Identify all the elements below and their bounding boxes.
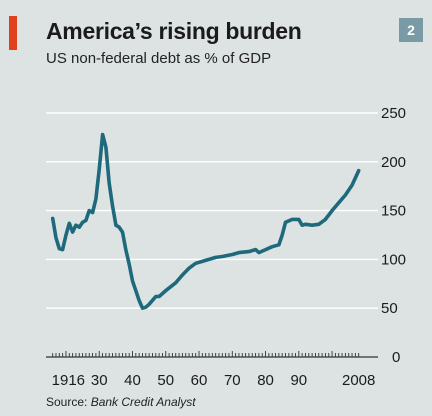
x-tick-label-80: 80 [257, 372, 274, 389]
source-note: Source: Bank Credit Analyst [46, 395, 196, 409]
gridlines [46, 112, 378, 309]
y-tick-label-200: 200 [381, 154, 406, 171]
y-axis-tick-labels: 50 100 150 200 250 0 [381, 105, 406, 366]
x-tick-label-30: 30 [91, 372, 108, 389]
x-axis-tick-labels: 1916 30 40 50 60 70 80 90 2008 [52, 372, 376, 389]
y-tick-label-0: 0 [392, 349, 400, 366]
x-tick-label-40: 40 [124, 372, 141, 389]
y-tick-label-50: 50 [381, 300, 398, 317]
x-tick-label-90: 90 [290, 372, 307, 389]
x-tick-label-50: 50 [157, 372, 174, 389]
x-tick-label-60: 60 [191, 372, 208, 389]
y-tick-label-150: 150 [381, 203, 406, 220]
y-tick-label-250: 250 [381, 105, 406, 122]
chart-title: America’s rising burden [46, 18, 302, 44]
series-line-layer [50, 132, 361, 311]
x-tick-label-1916: 1916 [52, 372, 85, 389]
x-tick-label-70: 70 [224, 372, 241, 389]
accent-bar [9, 16, 17, 50]
x-tick-label-2008: 2008 [342, 372, 375, 389]
chart-number-badge: 2 [399, 18, 423, 42]
x-axis-minor-ticks [52, 351, 360, 357]
series-line-0 [50, 132, 361, 311]
source-value: Bank Credit Analyst [90, 395, 196, 409]
y-tick-label-100: 100 [381, 251, 406, 268]
source-label: Source: [46, 395, 88, 409]
chart-subtitle: US non-federal debt as % of GDP [46, 50, 272, 67]
